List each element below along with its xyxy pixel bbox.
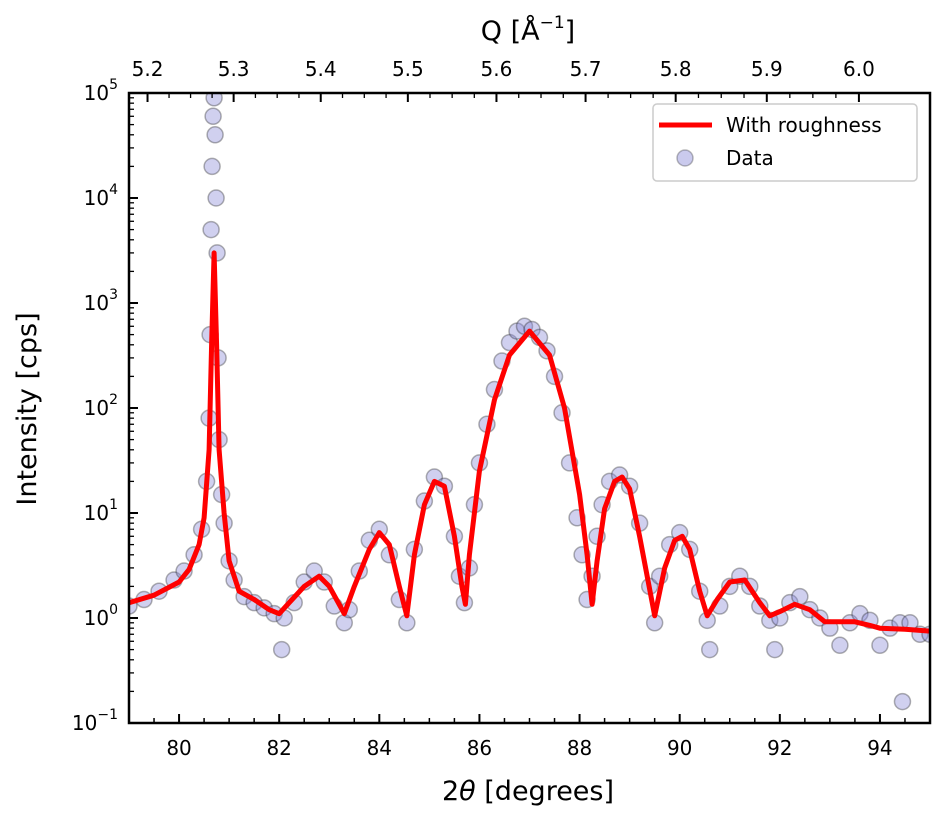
- x-tick-label: 88: [567, 736, 592, 760]
- top-axis-label: Q [Å−1]: [481, 13, 575, 47]
- y-tick-base: 10: [84, 186, 109, 210]
- top-tick-label: 5.9: [751, 57, 783, 81]
- y-tick-exponent: 3: [109, 287, 118, 303]
- y-tick-exponent: 5: [109, 77, 118, 93]
- y-tick-label: 100: [84, 602, 118, 630]
- legend-label-data: Data: [726, 146, 774, 170]
- top-tick-label: 5.8: [660, 57, 692, 81]
- data-point: [204, 107, 222, 126]
- y-tick-exponent: 1: [109, 497, 118, 513]
- y-tick-exponent: 0: [109, 602, 118, 618]
- y-tick-exponent: 2: [109, 392, 118, 408]
- legend-label-fit: With roughness: [726, 113, 882, 137]
- y-tick-exponent: 4: [109, 182, 118, 198]
- x-tick-label: 82: [266, 736, 291, 760]
- top-tick-label: 5.3: [218, 57, 250, 81]
- y-axis-label: Intensity [cps]: [12, 312, 43, 505]
- x-tick-label: 84: [367, 736, 392, 760]
- legend: With roughness Data: [652, 103, 918, 182]
- plot-frame: [127, 91, 932, 725]
- top-tick-label: 5.5: [392, 57, 424, 81]
- y-tick-base: 10: [72, 711, 97, 735]
- data-point: [272, 640, 291, 659]
- x-tick-label: 80: [166, 736, 191, 760]
- top-tick-label: 5.4: [305, 57, 337, 81]
- y-tick-base: 10: [84, 396, 109, 420]
- data-point: [207, 189, 225, 207]
- y-tick-base: 10: [84, 81, 109, 105]
- data-point: [766, 640, 784, 659]
- data-point: [205, 93, 223, 107]
- y-tick-label: 105: [84, 77, 118, 105]
- y-tick-base: 10: [84, 291, 109, 315]
- data-point: [831, 636, 849, 655]
- y-tick-base: 10: [84, 606, 109, 630]
- data-point: [202, 220, 220, 239]
- y-tick-base: 10: [84, 501, 109, 525]
- data-point: [203, 157, 221, 176]
- fit-line-with-roughness: [129, 250, 930, 634]
- x-tick-label: 86: [467, 736, 492, 760]
- y-tick-label: 104: [84, 182, 118, 210]
- data-point: [700, 640, 719, 659]
- data-point: [206, 126, 224, 144]
- x-tick-label: 90: [667, 736, 692, 760]
- y-tick-label: 10−1: [72, 707, 118, 735]
- data-point: [871, 636, 889, 655]
- y-tick-exponent: −1: [97, 707, 118, 723]
- legend-marker-swatch: [676, 149, 694, 167]
- top-tick-label: 5.6: [481, 57, 513, 81]
- data-point: [508, 322, 526, 340]
- y-tick-label: 103: [84, 287, 118, 315]
- axis-ticks: 80 82 84 86 88 90 92 9410−11001011021031041055.…: [72, 57, 931, 760]
- y-tick-label: 101: [84, 497, 118, 525]
- top-tick-label: 5.2: [132, 57, 164, 81]
- top-tick-label: 5.7: [570, 57, 602, 81]
- top-tick-label: 6.0: [843, 57, 875, 81]
- data-series-layer: [129, 93, 930, 711]
- x-tick-label: 94: [867, 736, 892, 760]
- x-axis-label: 2θ [degrees]: [442, 776, 614, 807]
- y-tick-label: 102: [84, 392, 118, 420]
- x-tick-label: 92: [767, 736, 792, 760]
- data-point: [893, 692, 912, 711]
- legend-box: [652, 103, 918, 182]
